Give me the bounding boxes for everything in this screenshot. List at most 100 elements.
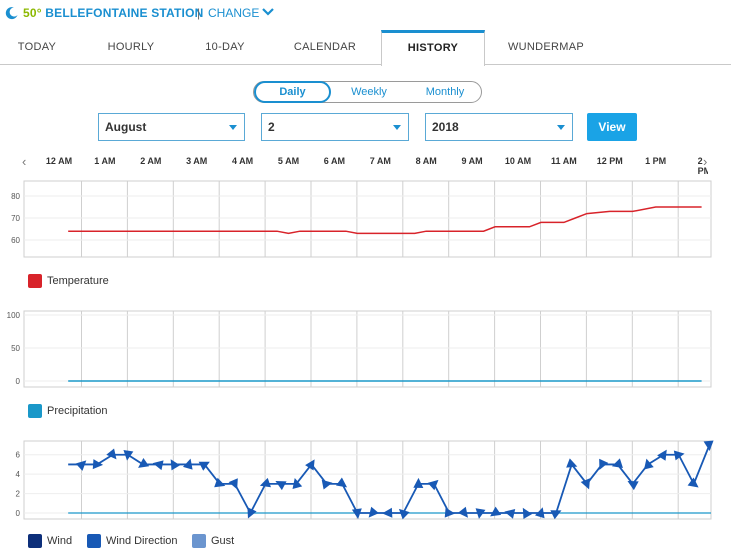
year-select[interactable]: 2018 bbox=[425, 113, 573, 141]
wind-direction-arrow bbox=[382, 507, 393, 518]
temperature-ytick-label: 60 bbox=[11, 236, 20, 245]
wind-direction-arrow bbox=[599, 458, 609, 470]
station-header: 50° BELLEFONTAINE STATION | CHANGE bbox=[0, 0, 731, 28]
wind-direction-arrow bbox=[138, 458, 150, 468]
toggle-monthly[interactable]: Monthly bbox=[425, 86, 465, 98]
time-label: 2 PM bbox=[697, 156, 708, 176]
time-label: 5 AM bbox=[277, 156, 300, 166]
wind-ytick-label: 0 bbox=[16, 509, 21, 518]
temperature-ytick-label: 80 bbox=[11, 192, 20, 201]
precipitation-legend-swatch[interactable] bbox=[28, 404, 42, 418]
gust-legend-label: Gust bbox=[211, 535, 235, 547]
wind-direction-arrow bbox=[398, 508, 410, 520]
wind-direction-arrow bbox=[92, 459, 104, 470]
header-separator: | bbox=[197, 6, 201, 20]
wind-direction-arrow bbox=[673, 450, 685, 461]
wind-legend-label: Wind bbox=[47, 535, 73, 547]
month-value: August bbox=[105, 120, 147, 134]
temperature-chart: 60 70 80 bbox=[0, 180, 731, 258]
tab-hourly[interactable]: HOURLY bbox=[107, 41, 155, 53]
wind-ytick-label: 2 bbox=[16, 490, 21, 499]
wind-direction-arrow bbox=[580, 478, 590, 490]
moon-icon bbox=[5, 7, 18, 20]
wind-direction-arrow bbox=[182, 458, 193, 470]
wind-direction-arrow bbox=[228, 478, 238, 490]
time-label: 4 AM bbox=[232, 156, 254, 166]
time-label: 8 AM bbox=[415, 156, 437, 166]
view-button[interactable]: View bbox=[587, 113, 637, 141]
temperature-ytick-label: 70 bbox=[11, 214, 20, 223]
chevron-left-icon[interactable]: ‹ bbox=[22, 154, 27, 169]
wind-direction-arrow bbox=[522, 507, 533, 519]
temperature-legend-label: Temperature bbox=[47, 275, 109, 287]
wind-direction-arrow bbox=[152, 460, 164, 471]
tab-wundermap[interactable]: WUNDERMAP bbox=[507, 41, 585, 53]
month-select[interactable]: August bbox=[98, 113, 245, 141]
tab-10-day[interactable]: 10-DAY bbox=[205, 41, 245, 53]
precipitation-legend-label: Precipitation bbox=[47, 405, 108, 417]
forecast-tabs: TODAY HOURLY 10-DAY CALENDAR HISTORY WUN… bbox=[0, 30, 731, 66]
tab-history[interactable]: HISTORY bbox=[381, 30, 485, 66]
change-station-link[interactable]: CHANGE bbox=[208, 6, 260, 20]
wind-chart-svg: 0 2 4 6 bbox=[16, 440, 714, 520]
wind-direction-arrow bbox=[292, 478, 303, 490]
caret-down-icon bbox=[557, 125, 565, 130]
gust-legend-swatch[interactable] bbox=[192, 534, 206, 548]
precipitation-plot-area bbox=[23, 310, 712, 388]
station-name: BELLEFONTAINE STATION bbox=[45, 6, 204, 20]
wind-direction-arrow bbox=[687, 477, 699, 488]
tab-calendar[interactable]: CALENDAR bbox=[293, 41, 357, 53]
temperature-chart-svg: 60 70 80 bbox=[11, 180, 712, 258]
wind-direction-arrow bbox=[368, 506, 379, 518]
wind-direction-arrow bbox=[427, 479, 439, 491]
wind-direction-arrow bbox=[566, 458, 578, 468]
toggle-daily[interactable]: Daily bbox=[254, 81, 331, 103]
time-label: 2 AM bbox=[140, 156, 162, 166]
wind-direction-arrow bbox=[457, 506, 468, 518]
wind-direction-arrow bbox=[305, 459, 315, 471]
time-label: 3 AM bbox=[186, 156, 208, 166]
wind-direction-arrow bbox=[504, 509, 516, 519]
time-label: 7 AM bbox=[369, 156, 391, 166]
wind-direction-arrow bbox=[703, 440, 714, 451]
time-label: 1 PM bbox=[645, 156, 667, 166]
wind-direction-arrow bbox=[490, 506, 502, 517]
time-label: 12 PM bbox=[596, 156, 623, 166]
precipitation-ytick-label: 100 bbox=[7, 311, 21, 320]
wind-direction-legend-swatch[interactable] bbox=[87, 534, 101, 548]
wind-direction-arrow bbox=[627, 480, 639, 491]
wind-direction-arrow bbox=[170, 459, 181, 471]
wind-direction-arrow bbox=[247, 507, 257, 519]
wind-direction-arrow bbox=[259, 477, 271, 488]
wind-direction-arrow bbox=[534, 507, 545, 519]
chevron-right-icon[interactable]: › bbox=[703, 154, 708, 169]
time-label: 11 AM bbox=[551, 156, 577, 166]
time-axis: ‹ › 12 AM 1 AM 2 AM 3 AM 4 AM 5 AM 6 AM 7 AM 8 A… bbox=[0, 152, 731, 176]
precipitation-ytick-label: 0 bbox=[16, 377, 21, 386]
chevron-down-icon[interactable] bbox=[262, 7, 274, 17]
time-label: 12 AM bbox=[45, 156, 73, 166]
caret-down-icon bbox=[393, 125, 401, 130]
wind-ytick-label: 6 bbox=[16, 451, 21, 460]
wind-direction-arrow bbox=[550, 510, 562, 520]
wind-direction-arrow bbox=[444, 507, 456, 518]
wind-chart: 0 2 4 6 bbox=[0, 440, 731, 520]
time-label: 1 AM bbox=[94, 156, 116, 166]
wind-direction-arrow bbox=[275, 481, 287, 491]
year-value: 2018 bbox=[432, 120, 459, 134]
tab-today[interactable]: TODAY bbox=[17, 41, 57, 53]
wind-plot-area bbox=[23, 440, 712, 520]
temperature-legend-swatch[interactable] bbox=[28, 274, 42, 288]
day-select[interactable]: 2 bbox=[261, 113, 409, 141]
time-label: 9 AM bbox=[461, 156, 483, 166]
current-temperature: 50° bbox=[23, 6, 42, 20]
wind-ytick-label: 4 bbox=[16, 470, 21, 479]
wind-legend-swatch[interactable] bbox=[28, 534, 42, 548]
wind-direction-arrow bbox=[475, 508, 486, 519]
period-toggle: Daily Weekly Monthly bbox=[253, 81, 482, 103]
wind-direction-arrow bbox=[106, 448, 117, 460]
toggle-weekly[interactable]: Weekly bbox=[351, 86, 387, 98]
wind-direction-arrow bbox=[123, 450, 134, 461]
station-title: 50° BELLEFONTAINE STATION bbox=[23, 6, 204, 20]
time-label: 10 AM bbox=[504, 156, 532, 166]
